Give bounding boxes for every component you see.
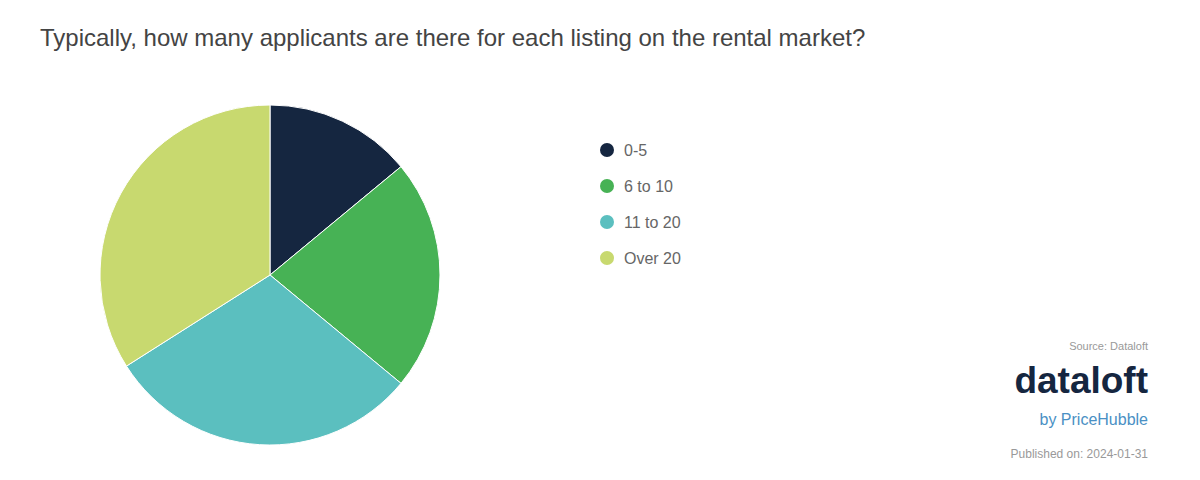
legend-swatch — [600, 143, 614, 157]
slice — [100, 105, 270, 366]
chart: Typically, how many applicants are there… — [0, 0, 1200, 480]
annotation-published: Published on: 2024-01-31 — [1011, 447, 1149, 461]
legend-swatch — [600, 215, 614, 229]
legend-label: Over 20 — [624, 250, 681, 267]
legend-label: 6 to 10 — [624, 178, 673, 195]
annotation-brand: dataloft — [1014, 360, 1148, 401]
legend: 0-5 6 to 10 11 to 20 Over 20 — [600, 142, 681, 267]
pie — [100, 105, 440, 445]
legend-label: 0-5 — [624, 142, 647, 159]
annotation-source: Source: Dataloft — [1069, 340, 1148, 352]
legend-swatch — [600, 179, 614, 193]
legend-label: 11 to 20 — [624, 214, 681, 231]
legend-swatch — [600, 251, 614, 265]
annotation-brand-by: by PriceHubble — [1040, 411, 1149, 428]
title: Typically, how many applicants are there… — [40, 24, 865, 51]
